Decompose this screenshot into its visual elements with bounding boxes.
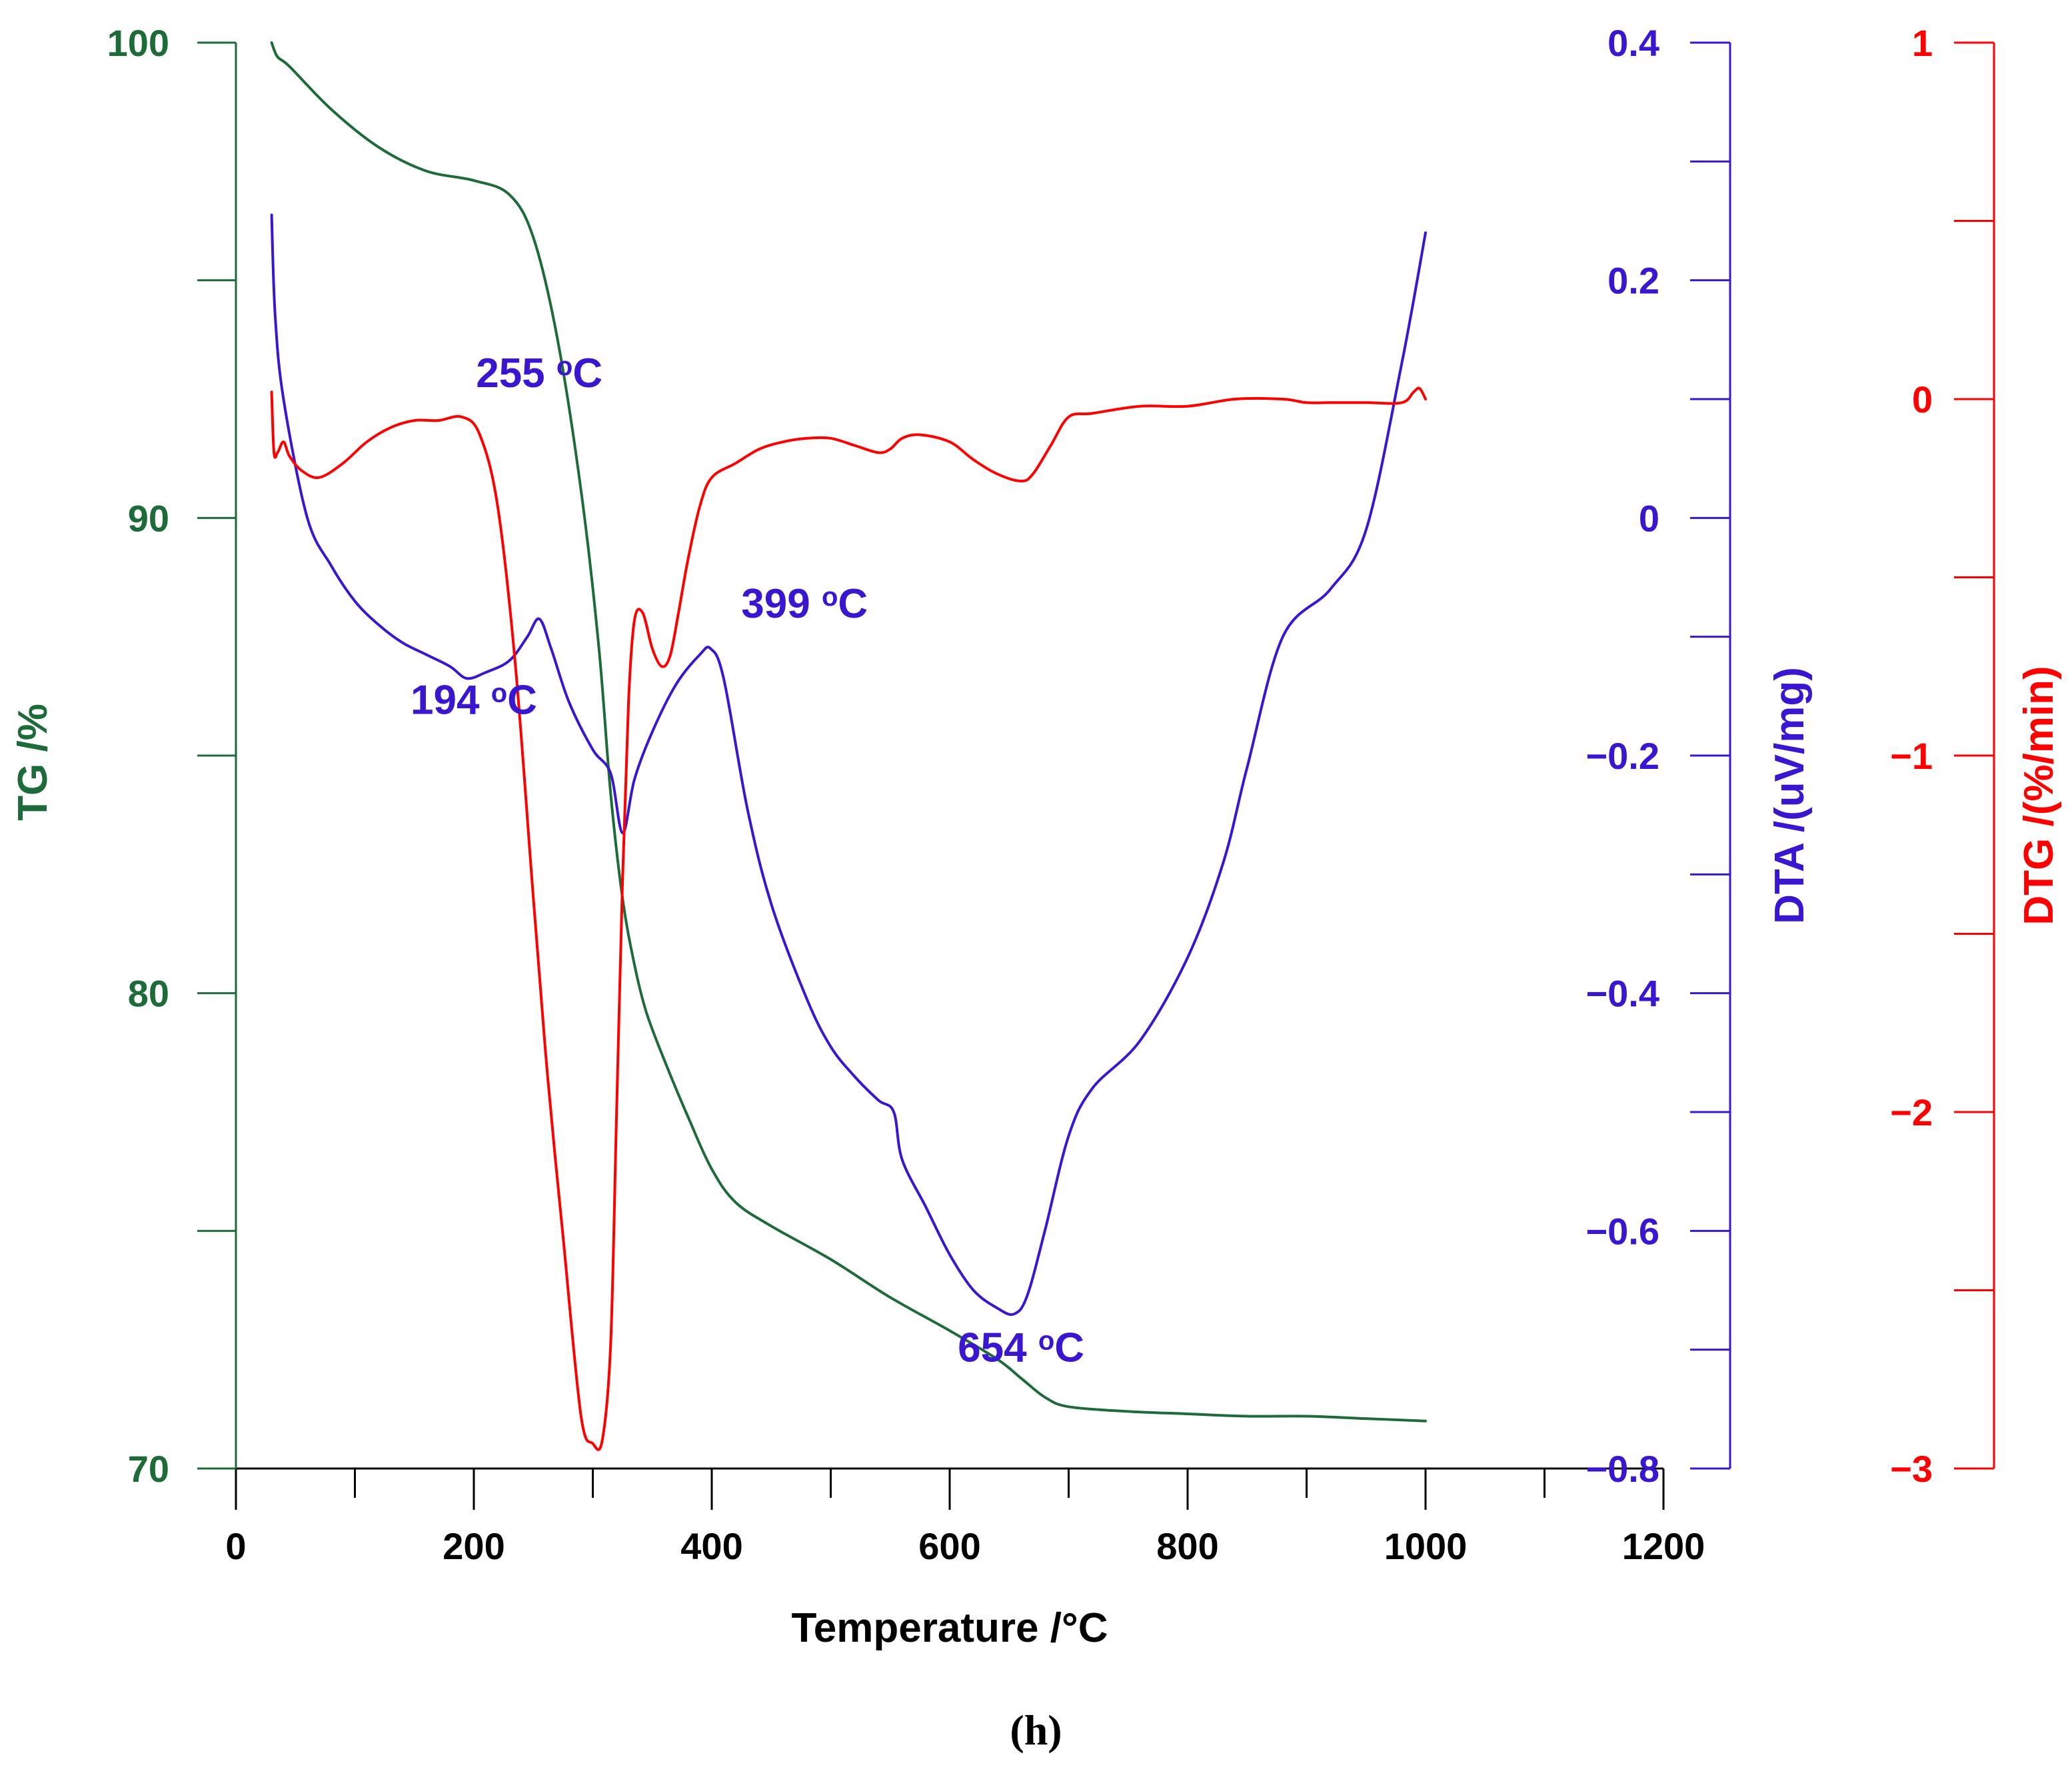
annotation-degree-sup: o [1038, 1327, 1054, 1356]
tg-tick-label: 100 [107, 22, 169, 64]
dtg-tick-label: −1 [1890, 735, 1933, 777]
x-tick-label: 1000 [1384, 1525, 1468, 1567]
x-tick-label: 200 [443, 1525, 505, 1567]
annotation-unit: C [1054, 1325, 1084, 1371]
panel-caption: (h) [1010, 1706, 1062, 1754]
tg-tick-label: 80 [128, 973, 169, 1015]
annotation-dta-peak-255: 255 oC [476, 350, 602, 396]
annotation-degree-sup: o [822, 582, 838, 612]
x-axis-title: Temperature /°C [792, 1605, 1108, 1651]
dtg-tick-label: 1 [1912, 22, 1933, 64]
dta-tick-label: −0.4 [1585, 973, 1659, 1015]
dta-tick-label: 0 [1639, 497, 1659, 539]
x-tick-label: 1200 [1622, 1525, 1705, 1567]
x-tick-label: 0 [225, 1525, 246, 1567]
annotation-dta-peak-399: 399 oC [741, 581, 868, 627]
series-dta-line [270, 213, 1427, 1316]
x-tick-label: 600 [918, 1525, 980, 1567]
annotation-value: 255 [476, 350, 556, 396]
annotation-dta-min-654: 654 oC [958, 1325, 1084, 1371]
dta-tick-label: −0.2 [1585, 735, 1659, 777]
tg-axis-title: TG /% [10, 704, 56, 821]
series-dtg-line [270, 386, 1427, 1451]
annotation-unit: C [572, 350, 602, 396]
annotation-value: 654 [958, 1325, 1038, 1371]
annotation-degree-sup: o [556, 352, 572, 381]
annotation-unit: C [507, 678, 537, 724]
dtg-tick-label: −2 [1890, 1091, 1933, 1133]
dta-tick-label: −0.8 [1585, 1448, 1659, 1490]
tg-tick-label: 70 [128, 1448, 169, 1490]
dtg-tick-label: −3 [1890, 1448, 1933, 1490]
annotation-dta-min-194: 194 oC [411, 678, 537, 724]
dta-tick-label: −0.6 [1585, 1210, 1659, 1252]
annotation-value: 194 [411, 678, 491, 724]
annotation-unit: C [838, 581, 868, 627]
tg-tick-label: 90 [128, 497, 169, 539]
dta-tick-label: 0.2 [1607, 260, 1659, 302]
dtg-axis-title: DTG /(%/min) [2016, 666, 2062, 925]
x-tick-label: 800 [1156, 1525, 1218, 1567]
dta-axis-title: DTA /(uV/mg) [1767, 667, 1813, 924]
series-tg-line [270, 41, 1427, 1423]
dta-tick-label: 0.4 [1607, 22, 1659, 64]
dtg-tick-label: 0 [1912, 378, 1933, 420]
x-tick-label: 400 [680, 1525, 742, 1567]
annotation-value: 399 [741, 581, 822, 627]
annotation-degree-sup: o [491, 679, 507, 708]
